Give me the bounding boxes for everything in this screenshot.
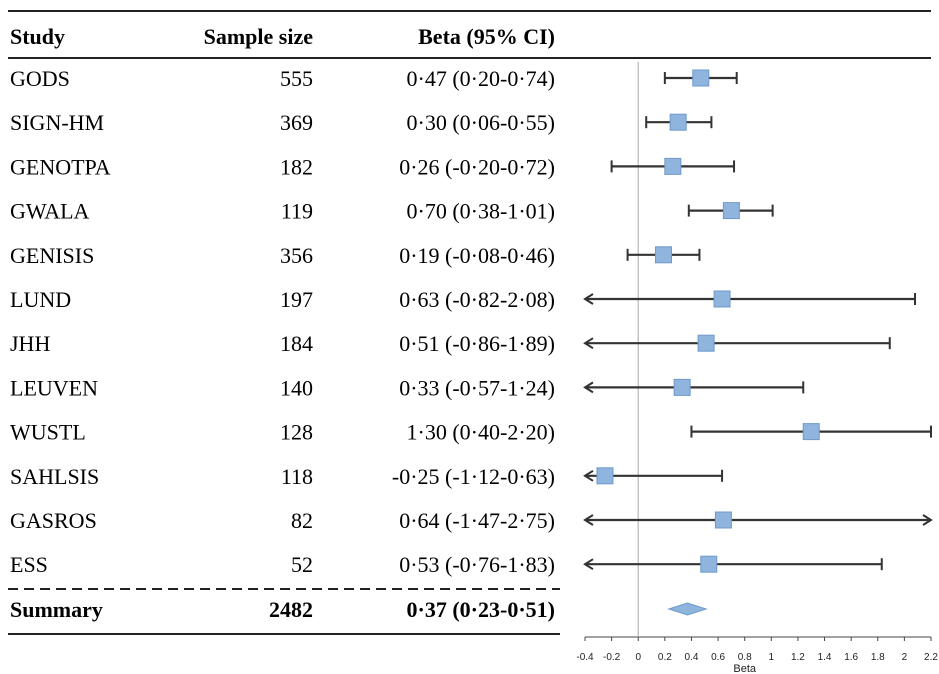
- sample-size: 184: [280, 331, 313, 356]
- x-axis-label: Beta: [733, 663, 757, 674]
- study-rows: GODS 555 0·47 (0·20-0·74) SIGN-HM 369 0·30 (0…: [10, 66, 933, 577]
- beta-ci-text: 0·63 (-0·82-2·08): [399, 287, 555, 312]
- sample-size: 118: [281, 464, 313, 489]
- study-row-leuven: LEUVEN 140 0·33 (-0·57-1·24): [10, 375, 805, 400]
- beta-ci-text: 0·51 (-0·86-1·89): [399, 331, 555, 356]
- study-name: GENOTPA: [10, 154, 111, 179]
- x-tick-label: 0: [635, 652, 641, 663]
- study-row-sahlsis: SAHLSIS 118 -0·25 (-1·12-0·63): [10, 464, 724, 489]
- beta-marker: [722, 202, 740, 220]
- x-tick-label: 0.4: [685, 652, 699, 663]
- beta-marker: [673, 378, 691, 396]
- x-tick-label: 1.2: [791, 652, 805, 663]
- beta-marker: [697, 334, 715, 352]
- beta-ci-text: 0·47 (0·20-0·74): [407, 66, 555, 91]
- study-row-lund: LUND 197 0·63 (-0·82-2·08): [10, 287, 917, 312]
- study-name: WUSTL: [10, 420, 86, 445]
- beta-ci-text: 0·33 (-0·57-1·24): [399, 375, 555, 400]
- summary-label: Summary: [10, 597, 103, 622]
- ci-arrow-right: [922, 514, 933, 526]
- x-tick-label: 0.6: [711, 652, 725, 663]
- header-beta-ci: Beta (95% CI): [418, 24, 555, 49]
- beta-ci-text: 0·70 (0·38-1·01): [407, 199, 555, 224]
- sample-size: 128: [280, 420, 313, 445]
- ci-arrow-left: [583, 514, 594, 526]
- beta-marker: [802, 423, 820, 441]
- x-tick-label: 1.6: [844, 652, 858, 663]
- beta-ci-text: 0·30 (0·06-0·55): [407, 110, 555, 135]
- beta-marker: [669, 113, 687, 131]
- x-tick-label: 0.2: [658, 652, 672, 663]
- study-row-gasros: GASROS 82 0·64 (-1·47-2·75): [10, 508, 933, 533]
- sample-size: 82: [291, 508, 313, 533]
- study-name: LUND: [10, 287, 71, 312]
- study-name: GASROS: [10, 508, 97, 533]
- sample-size: 52: [291, 552, 313, 577]
- sample-size: 119: [281, 199, 313, 224]
- beta-marker: [655, 246, 673, 264]
- summary-diamond: [667, 602, 708, 616]
- ci-arrow-left: [583, 469, 594, 482]
- beta-marker: [664, 157, 682, 175]
- study-name: GENISIS: [10, 243, 94, 268]
- beta-ci-text: -0·25 (-1·12-0·63): [392, 464, 555, 489]
- study-name: GODS: [10, 66, 70, 91]
- sample-size: 356: [280, 243, 313, 268]
- summary-row: Summary 2482 0·37 (0·23-0·51): [10, 597, 708, 622]
- x-tick-label: 2.2: [924, 652, 938, 663]
- study-row-jhh: JHH 184 0·51 (-0·86-1·89): [10, 331, 891, 356]
- study-name: ESS: [10, 552, 48, 577]
- header-sample-size: Sample size: [204, 24, 314, 49]
- study-name: SAHLSIS: [10, 464, 99, 489]
- study-name: GWALA: [10, 199, 90, 224]
- study-row-sign-hm: SIGN-HM 369 0·30 (0·06-0·55): [10, 110, 713, 135]
- beta-ci-text: 0·53 (-0·76-1·83): [399, 552, 555, 577]
- x-tick-label: 0.8: [738, 652, 752, 663]
- x-tick-label: 2: [902, 652, 908, 663]
- beta-ci-text: 0·64 (-1·47-2·75): [399, 508, 555, 533]
- study-row-wustl: WUSTL 128 1·30 (0·40-2·20): [10, 420, 932, 445]
- sample-size: 140: [280, 375, 313, 400]
- sample-size: 555: [280, 66, 313, 91]
- sample-size: 197: [280, 287, 313, 312]
- study-row-ess: ESS 52 0·53 (-0·76-1·83): [10, 552, 883, 577]
- x-tick-label: -0.2: [603, 652, 621, 663]
- study-name: LEUVEN: [10, 375, 98, 400]
- beta-ci-text: 0·26 (-0·20-0·72): [399, 154, 555, 179]
- study-row-genisis: GENISIS 356 0·19 (-0·08-0·46): [10, 243, 701, 268]
- x-axis: -0.4 -0.2 0 0.2 0.4 0.6 0.8 1 1.2 1.4 1.6 1.8 2 2.2: [576, 636, 938, 663]
- x-tick-label: 1: [769, 652, 775, 663]
- ci-arrow-left: [583, 558, 594, 571]
- study-row-gods: GODS 555 0·47 (0·20-0·74): [10, 66, 738, 91]
- summary-sample-size: 2482: [269, 597, 313, 622]
- sample-size: 369: [280, 110, 313, 135]
- sample-size: 182: [280, 154, 313, 179]
- beta-ci-text: 0·19 (-0·08-0·46): [399, 243, 555, 268]
- summary-ci: 0·37 (0·23-0·51): [407, 597, 556, 622]
- ci-arrow-left: [583, 381, 594, 394]
- x-tick-label: 1.4: [818, 652, 832, 663]
- beta-marker: [596, 467, 614, 485]
- ci-arrow-left: [583, 337, 594, 350]
- study-name: SIGN-HM: [10, 110, 104, 135]
- beta-ci-text: 1·30 (0·40-2·20): [407, 420, 555, 445]
- beta-marker: [692, 69, 710, 87]
- study-name: JHH: [10, 331, 50, 356]
- ci-arrow-left: [583, 293, 594, 305]
- beta-marker: [713, 290, 731, 308]
- study-row-gwala: GWALA 119 0·70 (0·38-1·01): [10, 199, 774, 224]
- study-row-genotpa: GENOTPA 182 0·26 (-0·20-0·72): [10, 154, 736, 179]
- x-tick-label: -0.4: [576, 652, 594, 663]
- header-study: Study: [10, 24, 65, 49]
- beta-marker: [700, 555, 718, 573]
- x-tick-label: 1.8: [871, 652, 885, 663]
- beta-marker: [714, 511, 732, 529]
